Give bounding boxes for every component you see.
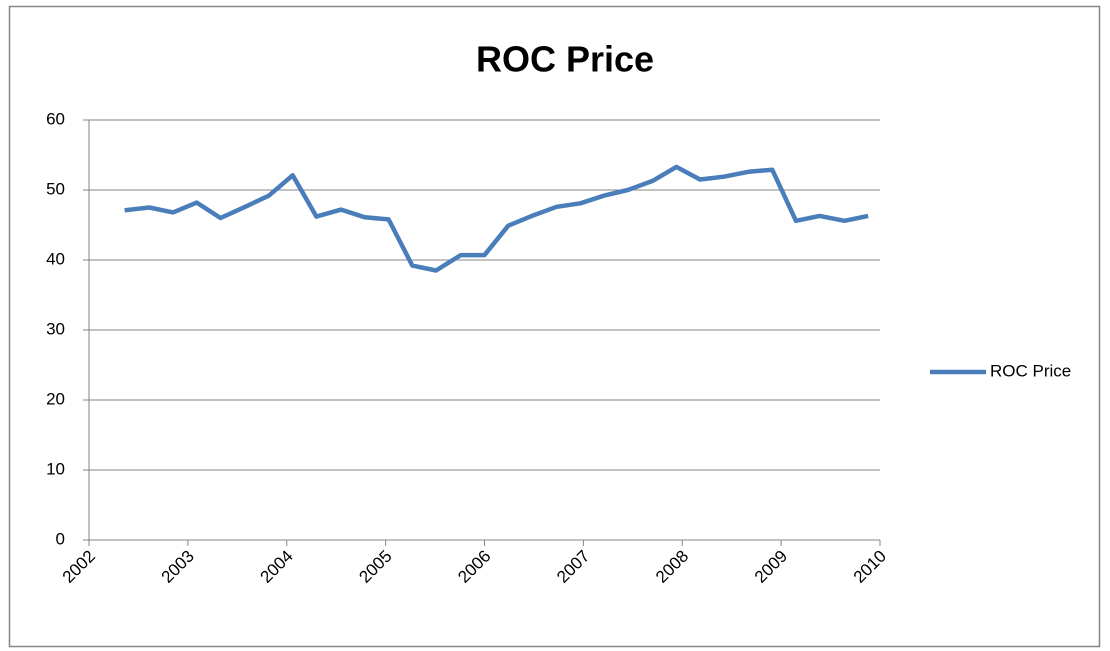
- chart-title: ROC Price: [476, 39, 654, 80]
- y-tick-label: 0: [56, 529, 65, 548]
- data-line: [124, 164, 869, 273]
- chart-frame: [8, 5, 1101, 648]
- y-tick-label: 60: [46, 109, 65, 128]
- legend-label: ROC Price: [990, 361, 1071, 380]
- y-tick-label: 10: [46, 459, 65, 478]
- y-tick-label: 30: [46, 319, 65, 338]
- y-tick-label: 20: [46, 389, 65, 408]
- y-tick-label: 50: [46, 179, 65, 198]
- y-tick-label: 40: [46, 249, 65, 268]
